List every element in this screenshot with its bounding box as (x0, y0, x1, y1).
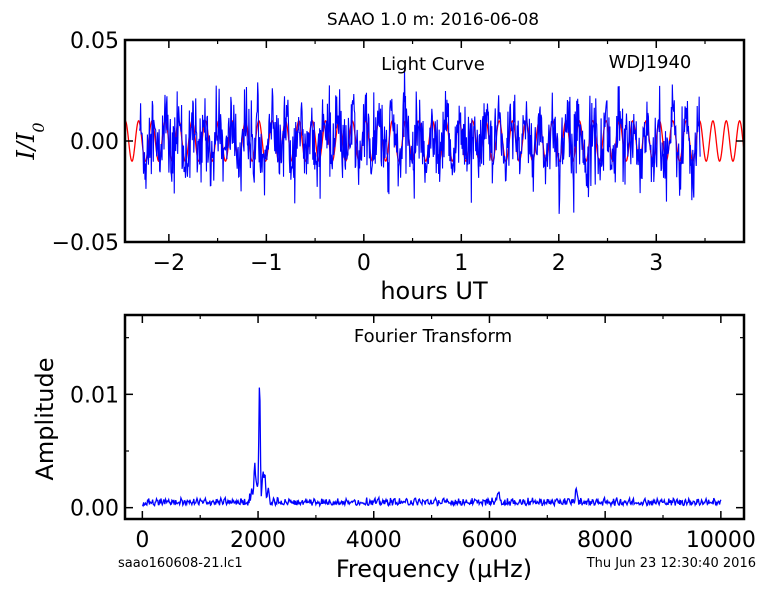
lc-data-line (139, 68, 701, 214)
lc-target-label: WDJ1940 (609, 52, 692, 73)
lc-y-tick-label: −0.05 (52, 231, 119, 256)
lc-x-tick-label: 0 (357, 251, 371, 276)
ft-x-tick-label: 10000 (686, 528, 756, 553)
ft-series (141, 387, 722, 509)
lc-x-tick-label: 3 (649, 251, 663, 276)
footer-timestamp: Thu Jun 23 12:30:40 2016 (586, 556, 756, 571)
lc-y-tick-label: 0.00 (70, 130, 119, 155)
ft-x-tick-label: 6000 (461, 528, 517, 553)
fourier-panel: 0 2000 4000 6000 8000 10000 0.00 0.01 Fourier T… (31, 313, 756, 583)
ft-x-tick-label: 0 (135, 528, 149, 553)
lc-title: Light Curve (381, 54, 485, 75)
ft-y-tick-label: 0.00 (70, 497, 119, 522)
ft-x-tick-label: 2000 (230, 528, 286, 553)
ft-x-tick-label: 4000 (346, 528, 402, 553)
lc-x-tick-label: 2 (552, 251, 566, 276)
lc-y-axis-label: I/I0 (12, 122, 48, 160)
lc-x-tick-label: −2 (153, 251, 185, 276)
light-curve-panel: −2 −1 0 1 2 3 −0.05 0.00 0.05 Light Curve WDJ194… (12, 29, 746, 305)
ft-title: Fourier Transform (354, 326, 512, 347)
lc-x-tick-label: −1 (250, 251, 282, 276)
ft-line (141, 387, 722, 509)
ft-y-tick-label: 0.01 (70, 383, 119, 408)
lc-x-axis-label: hours UT (380, 277, 488, 305)
lc-ticks: −2 −1 0 1 2 3 −0.05 0.00 0.05 (52, 29, 744, 276)
footer-filename: saao160608-21.lc1 (118, 556, 243, 571)
lc-y-tick-label: 0.05 (70, 29, 119, 54)
ft-plot-frame (123, 313, 746, 521)
lc-data-series (139, 68, 701, 214)
ft-ticks: 0 2000 4000 6000 8000 10000 0.00 0.01 (70, 315, 756, 553)
figure-title: SAAO 1.0 m: 2016-06-08 (327, 10, 539, 30)
ft-y-axis-label: Amplitude (31, 358, 59, 481)
ft-x-axis-label: Frequency (μHz) (336, 555, 532, 583)
lc-x-tick-label: 1 (454, 251, 468, 276)
ft-x-tick-label: 8000 (577, 528, 633, 553)
